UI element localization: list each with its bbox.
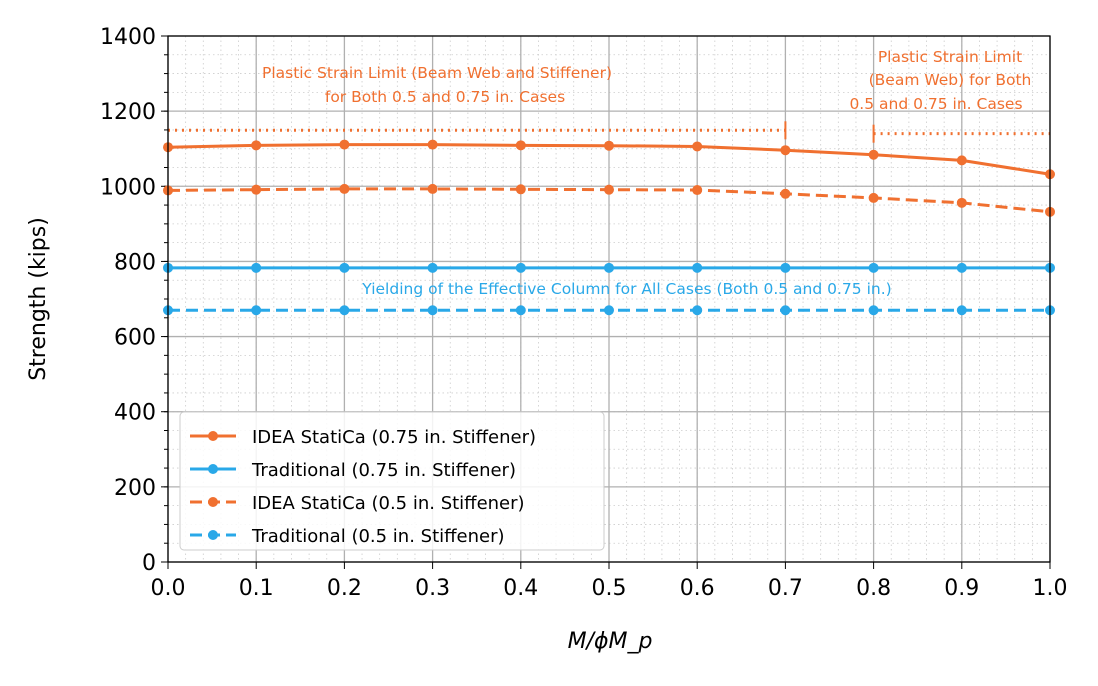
legend-marker	[208, 431, 218, 441]
legend-label: IDEA StatiCa (0.75 in. Stiffener)	[252, 427, 536, 448]
data-point	[868, 262, 879, 273]
legend-box	[179, 411, 605, 551]
x-tick-label: 0.2	[327, 576, 362, 601]
x-tick-label: 1.0	[1033, 576, 1068, 601]
data-point	[692, 185, 703, 196]
data-point	[339, 139, 350, 150]
legend-marker	[208, 464, 218, 474]
x-tick-label: 0.7	[768, 576, 803, 601]
data-point	[956, 155, 967, 166]
x-tick-label: 0.4	[503, 576, 538, 601]
data-point	[956, 262, 967, 273]
ticks: 0.0 0.1 0.2 0.3 0.4 0.5 0.6 0.7 0.8 0.9 1.0 0 200 400…	[100, 25, 1068, 601]
y-tick-label: 600	[114, 326, 156, 351]
x-tick-label: 0.1	[239, 576, 274, 601]
data-point	[515, 140, 526, 151]
x-tick-label: 0.6	[680, 576, 715, 601]
data-point	[251, 262, 262, 273]
data-point	[868, 149, 879, 160]
data-point	[604, 262, 614, 273]
data-point	[780, 262, 791, 273]
data-point	[251, 184, 262, 195]
annotation-yielding: Yielding of the Effective Column for All…	[361, 280, 891, 298]
y-tick-label: 1400	[100, 25, 156, 50]
data-point	[692, 305, 703, 316]
data-point	[604, 305, 614, 316]
data-point	[339, 183, 350, 194]
data-point	[427, 183, 438, 194]
data-point	[427, 305, 438, 316]
data-point	[780, 305, 791, 316]
annotation-plastic-2-line2: (Beam Web) for Both	[869, 71, 1032, 89]
y-axis-label: Strength (kips)	[26, 217, 51, 381]
annotation-plastic-2-line3: 0.5 and 0.75 in. Cases	[849, 95, 1022, 113]
data-point	[251, 140, 262, 151]
x-axis-label: M/ϕM_p	[568, 629, 653, 654]
legend-marker	[208, 497, 218, 507]
data-point	[868, 305, 879, 316]
y-tick-label: 1200	[100, 100, 156, 125]
x-tick-label: 0.0	[151, 576, 186, 601]
y-tick-label: 800	[114, 250, 156, 275]
data-point	[339, 305, 350, 316]
data-point	[780, 188, 791, 199]
data-point	[868, 192, 879, 203]
data-point	[515, 262, 526, 273]
annotation-plastic-2-line1: Plastic Strain Limit	[878, 48, 1022, 66]
data-point	[692, 141, 703, 152]
data-point	[515, 184, 526, 195]
annotation-plastic-1-line1: Plastic Strain Limit (Beam Web and Stiff…	[262, 64, 612, 82]
data-point	[515, 305, 526, 316]
x-tick-label: 0.8	[856, 576, 891, 601]
x-tick-label: 0.3	[415, 576, 450, 601]
data-point	[427, 139, 438, 150]
series-lines	[163, 121, 1055, 316]
legend: IDEA StatiCa (0.75 in. Stiffener) Traditi…	[179, 411, 605, 551]
data-point	[780, 145, 791, 156]
y-tick-label: 200	[114, 476, 156, 501]
y-tick-label: 1000	[100, 175, 156, 200]
data-point	[956, 197, 967, 208]
legend-label: IDEA StatiCa (0.5 in. Stiffener)	[252, 493, 525, 514]
x-tick-label: 0.9	[944, 576, 979, 601]
legend-marker	[208, 530, 218, 540]
data-point	[604, 184, 614, 195]
data-point	[604, 140, 614, 151]
data-point	[692, 262, 703, 273]
data-point	[251, 305, 262, 316]
legend-label: Traditional (0.75 in. Stiffener)	[251, 460, 516, 481]
y-tick-label: 400	[114, 401, 156, 426]
annotation-plastic-1-line2: for Both 0.5 and 0.75 in. Cases	[325, 88, 565, 106]
legend-label: Traditional (0.5 in. Stiffener)	[251, 526, 505, 547]
plot-frame	[167, 35, 1051, 563]
x-tick-label: 0.5	[592, 576, 627, 601]
annotations: Plastic Strain Limit (Beam Web and Stiff…	[262, 48, 1031, 298]
data-point	[339, 262, 350, 273]
y-tick-label: 0	[142, 551, 156, 576]
data-point	[956, 305, 967, 316]
data-point	[427, 262, 438, 273]
